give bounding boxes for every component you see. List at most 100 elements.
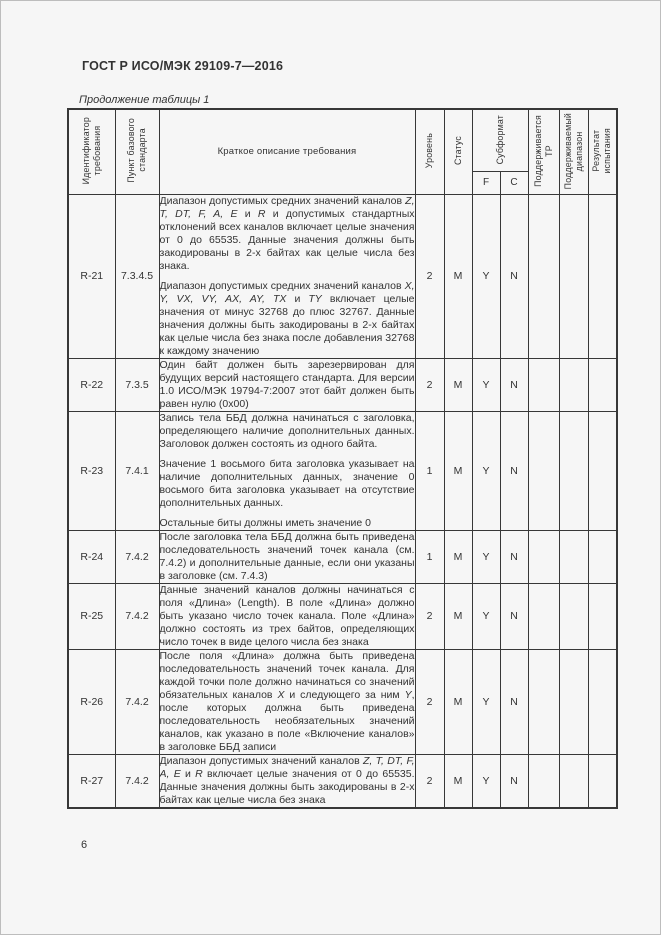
supported-tr-cell [527,529,560,584]
req-id-cell: R-25 [67,582,116,650]
test-result-cell [587,648,618,755]
table-row: R-23 7.4.1 Запись тела ББД должна начина… [67,410,618,531]
header-test-result-label: Результат испытания [591,127,613,174]
level-cell: 2 [414,193,445,359]
subformat-f-cell: Y [471,582,501,650]
subformat-c-cell: N [499,753,529,808]
description-paragraph: Диапазон допустимых значений каналов Z, … [159,754,415,806]
page-number: 6 [81,839,88,851]
description-cell: После поля «Длина» должна быть приведена… [158,648,416,755]
description-cell: Диапазон допустимых значений каналов Z, … [158,753,416,808]
clause-cell: 7.4.2 [114,529,160,584]
clause-cell: 7.4.2 [114,582,160,650]
header-level: Уровень [414,108,445,195]
table-row: R-27 7.4.2 Диапазон допустимых значений … [67,753,618,808]
test-result-cell [587,410,618,531]
test-result-cell [587,753,618,808]
description-paragraph: Значение 1 восьмого бита заголовка указы… [159,457,415,509]
description-paragraph: После поля «Длина» должна быть приведена… [159,649,415,753]
supported-tr-cell [527,648,560,755]
requirements-table: Идентификатор требования Пункт базового … [67,108,618,809]
level-cell: 1 [414,529,445,584]
status-cell: M [443,648,473,755]
table-row: R-24 7.4.2 После заголовка тела ББД долж… [67,529,618,584]
description-paragraph: Данные значений каналов должны начинатьс… [159,583,415,648]
subformat-c-cell: N [499,648,529,755]
header-test-result: Результат испытания [587,108,618,195]
description-cell: Один байт должен быть зарезервирован для… [158,357,416,412]
subformat-f-cell: Y [471,753,501,808]
subformat-f-cell: Y [471,529,501,584]
description-cell: После заголовка тела ББД должна быть при… [158,529,416,584]
table-row: R-21 7.3.4.5 Диапазон допустимых средних… [67,193,618,359]
subformat-c-cell: N [499,193,529,359]
subformat-f-cell: Y [471,410,501,531]
clause-cell: 7.4.2 [114,648,160,755]
level-cell: 2 [414,648,445,755]
supported-range-cell [558,410,589,531]
subformat-c-cell: N [499,410,529,531]
supported-range-cell [558,648,589,755]
req-id-cell: R-23 [67,410,116,531]
status-cell: M [443,582,473,650]
header-supported-tr: Поддерживается ТР [527,108,560,195]
supported-range-cell [558,193,589,359]
subformat-c-cell: N [499,529,529,584]
status-cell: M [443,529,473,584]
supported-range-cell [558,582,589,650]
test-result-cell [587,193,618,359]
description-cell: Диапазон допустимых средних значений кан… [158,193,416,359]
subformat-f-cell: Y [471,648,501,755]
clause-cell: 7.4.2 [114,753,160,808]
header-supported-range: Поддерживаемый диапазон [558,108,589,195]
supported-tr-cell [527,410,560,531]
table-body: R-21 7.3.4.5 Диапазон допустимых средних… [67,193,618,808]
table-row: R-26 7.4.2 После поля «Длина» должна быт… [67,648,618,755]
table-caption: Продолжение таблицы 1 [79,94,210,106]
header-clause-label: Пункт базового стандарта [126,118,147,184]
header-supported-range-label: Поддерживаемый диапазон [562,112,584,189]
supported-tr-cell [527,357,560,412]
req-id-cell: R-24 [67,529,116,584]
table-row: R-22 7.3.5 Один байт должен быть зарезер… [67,357,618,412]
description-paragraph: Диапазон допустимых средних значений кан… [159,279,415,357]
subformat-c-cell: N [499,357,529,412]
description-cell: Запись тела ББД должна начинаться с заго… [158,410,416,531]
subformat-f-cell: Y [471,193,501,359]
supported-tr-cell [527,753,560,808]
table-header: Идентификатор требования Пункт базового … [67,108,618,195]
supported-tr-cell [527,193,560,359]
req-id-cell: R-22 [67,357,116,412]
description-paragraph: Диапазон допустимых средних значений кан… [159,194,415,272]
subformat-c-cell: N [499,582,529,650]
req-id-cell: R-26 [67,648,116,755]
description-paragraph: Остальные биты должны иметь значение 0 [159,516,372,529]
description-paragraph: Один байт должен быть зарезервирован для… [159,358,415,410]
table-row: R-25 7.4.2 Данные значений каналов должн… [67,582,618,650]
header-description: Краткое описание требования [158,108,416,195]
test-result-cell [587,357,618,412]
clause-cell: 7.4.1 [114,410,160,531]
header-clause: Пункт базового стандарта [114,108,160,195]
clause-cell: 7.3.5 [114,357,160,412]
supported-range-cell [558,357,589,412]
test-result-cell [587,529,618,584]
status-cell: M [443,357,473,412]
header-subformat-label: Субформат [494,114,505,164]
description-paragraph: Запись тела ББД должна начинаться с заго… [159,411,415,450]
test-result-cell [587,582,618,650]
header-subformat: Субформат [471,108,529,172]
header-status-label: Статус [452,136,463,166]
description-paragraph: После заголовка тела ББД должна быть при… [159,530,415,582]
req-id-cell: R-21 [67,193,116,359]
supported-tr-cell [527,582,560,650]
description-cell: Данные значений каналов должны начинатьс… [158,582,416,650]
header-req-id-label: Идентификатор требования [80,117,102,185]
level-cell: 2 [414,582,445,650]
header-level-label: Уровень [424,133,434,169]
header-subformat-f: F [471,170,501,195]
level-cell: 2 [414,357,445,412]
header-status: Статус [443,108,473,195]
header-req-id: Идентификатор требования [67,108,116,195]
